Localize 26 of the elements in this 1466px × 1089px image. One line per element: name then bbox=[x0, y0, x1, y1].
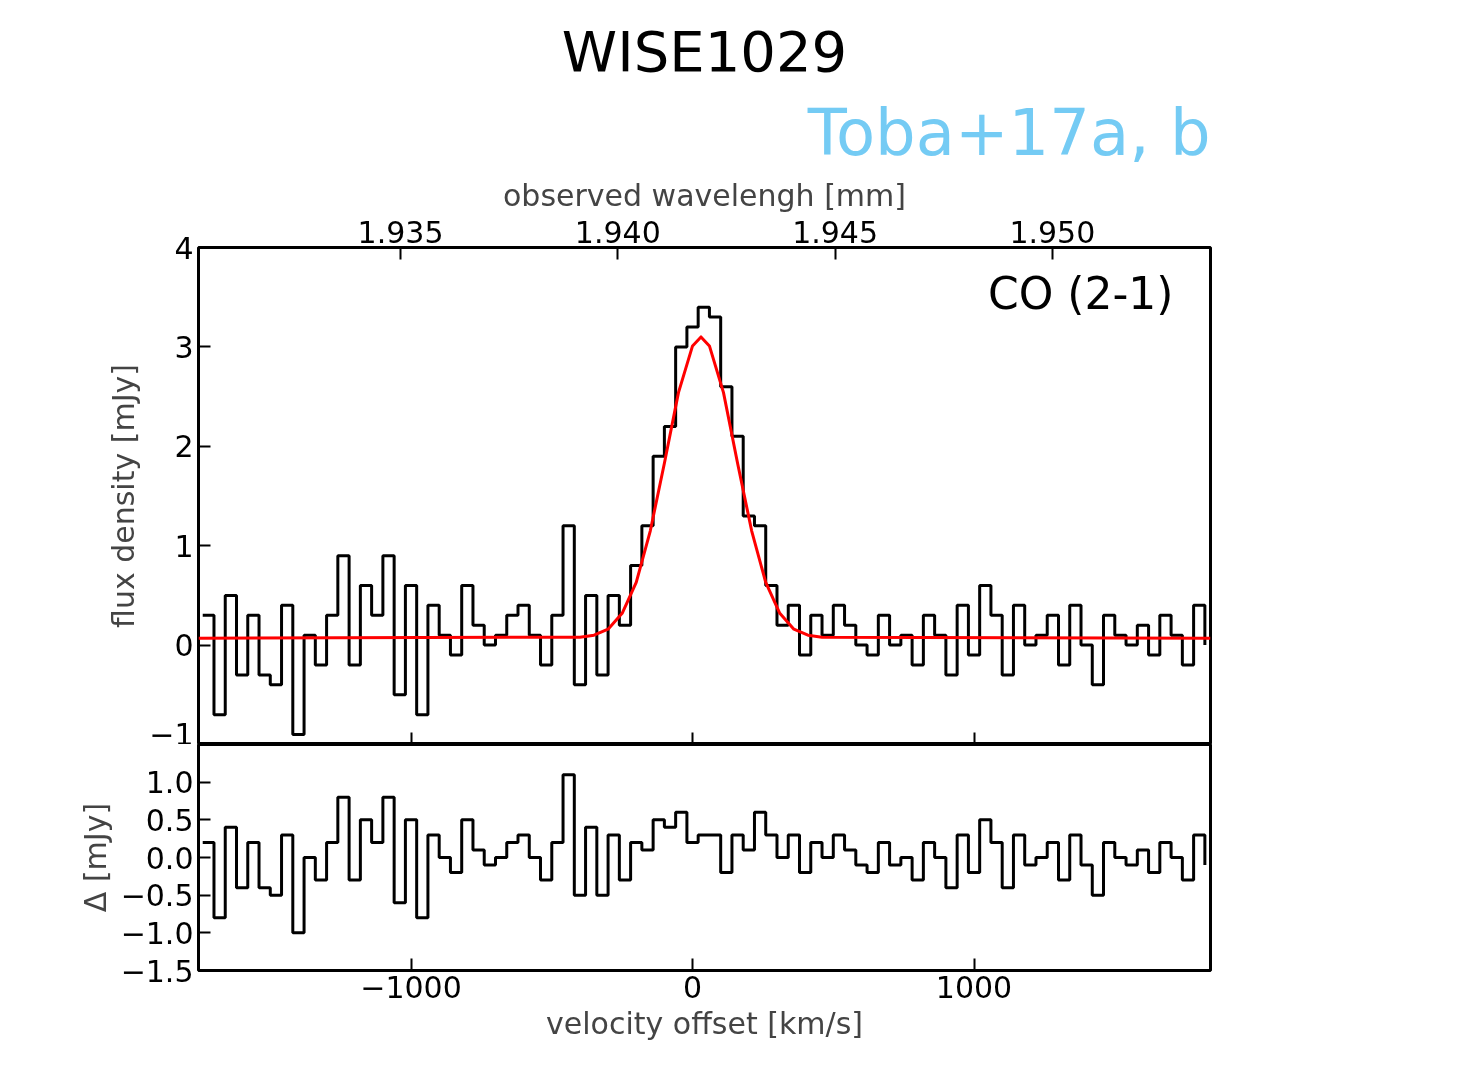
y-axis-title: Δ [mJy] bbox=[77, 802, 113, 913]
x-tick-label: 0 bbox=[682, 969, 703, 1005]
y-tick-label: 0.0 bbox=[145, 840, 194, 876]
chart-title: WISE1029 bbox=[561, 18, 848, 84]
y-tick-label: 2 bbox=[174, 429, 194, 465]
x2-tick-label: 1.935 bbox=[357, 214, 444, 250]
y-tick-label: 0 bbox=[174, 628, 194, 664]
x2-axis-title: observed wavelengh [mm] bbox=[503, 177, 906, 213]
y-tick-label: 4 bbox=[174, 230, 194, 266]
y-tick-label: 0.5 bbox=[145, 802, 194, 838]
y-axis-title: flux density [mJy] bbox=[106, 364, 142, 628]
x2-tick-label: 1.940 bbox=[574, 214, 661, 250]
y-tick-label: −0.5 bbox=[120, 878, 194, 914]
x-tick-label: −1000 bbox=[360, 969, 462, 1005]
x2-tick-label: 1.945 bbox=[792, 214, 879, 250]
chart-subtitle: Toba+17a, b bbox=[806, 95, 1211, 170]
y-tick-label: 3 bbox=[174, 329, 194, 365]
x2-tick-label: 1.950 bbox=[1009, 214, 1096, 250]
y-tick-label: 1 bbox=[174, 528, 194, 564]
x-axis-title: velocity offset [km/s] bbox=[546, 1005, 863, 1041]
y-tick-label: −1.5 bbox=[120, 953, 194, 989]
y-tick-label: −1 bbox=[149, 716, 194, 752]
y-tick-label: 1.0 bbox=[145, 765, 194, 801]
y-tick-label: −1.0 bbox=[120, 915, 194, 951]
x-tick-label: 1000 bbox=[935, 969, 1013, 1005]
annotation: CO (2-1) bbox=[987, 267, 1174, 319]
